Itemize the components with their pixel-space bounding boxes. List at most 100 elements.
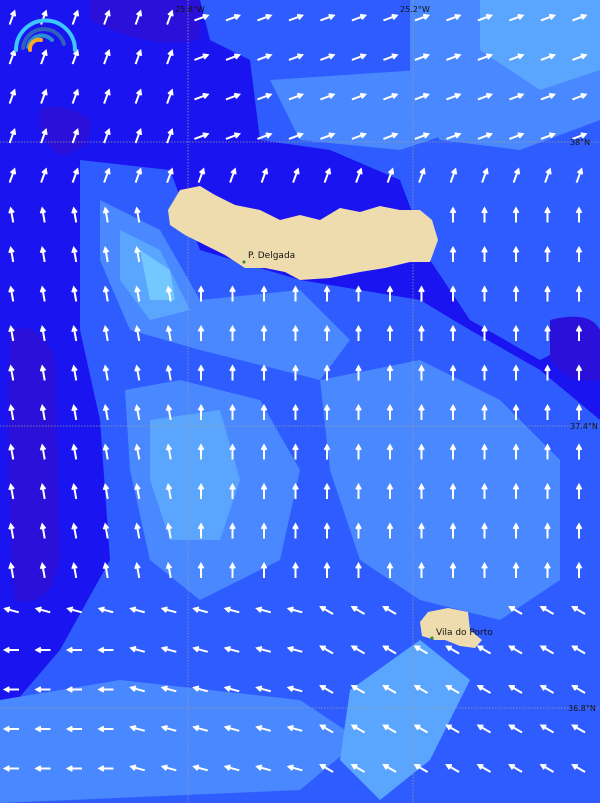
wave-arrow bbox=[129, 606, 146, 614]
wave-arrow bbox=[544, 245, 551, 262]
wave-arrow bbox=[166, 9, 174, 25]
wave-arrow bbox=[508, 605, 523, 615]
wave-arrow bbox=[39, 246, 47, 263]
wave-arrow bbox=[413, 645, 429, 655]
wave-arrow bbox=[65, 725, 82, 733]
wave-arrow bbox=[103, 127, 111, 144]
town-marker bbox=[430, 636, 434, 640]
wave-arrow bbox=[225, 53, 242, 61]
wave-arrow bbox=[255, 606, 272, 614]
wave-arrow bbox=[382, 763, 397, 773]
wave-arrow bbox=[509, 92, 525, 101]
wave-arrow bbox=[134, 88, 143, 104]
wave-arrow bbox=[382, 724, 397, 734]
wave-arrow bbox=[320, 53, 336, 61]
wave-arrow bbox=[229, 522, 236, 539]
wave-arrow bbox=[134, 246, 141, 263]
wave-arrow bbox=[292, 285, 299, 302]
wave-arrow bbox=[539, 645, 555, 655]
wave-arrow bbox=[71, 522, 78, 539]
wave-arrow bbox=[508, 645, 523, 655]
wave-arrow bbox=[539, 724, 555, 734]
wave-arrow bbox=[323, 167, 332, 183]
wave-arrow bbox=[194, 132, 210, 140]
wave-arrow bbox=[539, 605, 555, 615]
wave-arrow bbox=[414, 53, 431, 61]
wave-arrow bbox=[225, 13, 242, 22]
wave-arrow bbox=[102, 285, 110, 302]
wave-arrow bbox=[197, 364, 205, 381]
wave-arrow bbox=[540, 92, 557, 101]
wave-arrow bbox=[512, 206, 520, 223]
wave-arrow bbox=[71, 325, 78, 342]
wave-arrow bbox=[544, 285, 551, 302]
wave-arrow bbox=[8, 404, 15, 421]
wave-arrow bbox=[512, 443, 520, 460]
wave-arrow bbox=[34, 725, 51, 733]
wave-arrow bbox=[539, 763, 555, 773]
wave-arrow bbox=[544, 482, 551, 499]
wave-arrow bbox=[418, 522, 425, 539]
wave-arrow bbox=[257, 53, 273, 61]
wave-arrow bbox=[386, 403, 394, 420]
wave-arrow bbox=[225, 92, 242, 101]
wave-arrow bbox=[355, 285, 362, 302]
wave-arrow bbox=[292, 324, 299, 341]
wave-arrow bbox=[39, 483, 47, 500]
wave-arrow bbox=[319, 605, 334, 615]
wave-arrow bbox=[355, 482, 362, 499]
wave-arrow bbox=[286, 764, 303, 772]
wave-arrow bbox=[508, 684, 523, 694]
wave-arrow bbox=[192, 764, 209, 772]
wave-arrow bbox=[194, 92, 210, 101]
wave-arrow bbox=[414, 132, 431, 140]
wave-arrow bbox=[351, 92, 368, 101]
wave-arrow bbox=[97, 606, 114, 614]
wave-arrow bbox=[382, 684, 397, 694]
wave-arrow bbox=[197, 285, 205, 302]
wave-arrow bbox=[197, 324, 205, 341]
wave-arrow bbox=[481, 482, 488, 499]
wave-arrow bbox=[2, 765, 19, 772]
wave-arrow bbox=[571, 645, 586, 655]
wave-arrow bbox=[386, 324, 394, 341]
wave-arrow bbox=[386, 443, 394, 460]
wave-arrow bbox=[445, 763, 460, 773]
wave-arrow bbox=[477, 13, 494, 22]
wave-arrow bbox=[446, 53, 462, 61]
wave-arrow bbox=[288, 53, 305, 61]
wave-arrow bbox=[539, 684, 555, 694]
wave-arrow bbox=[129, 685, 146, 693]
wave-arrow bbox=[71, 562, 78, 579]
wave-arrow bbox=[575, 522, 583, 539]
wave-arrow bbox=[97, 725, 114, 733]
wave-arrow bbox=[508, 724, 523, 734]
wave-arrow bbox=[260, 522, 268, 539]
wave-arrow bbox=[449, 561, 457, 578]
wave-arrow bbox=[102, 246, 110, 263]
wave-arrow bbox=[292, 482, 299, 499]
wave-arrow bbox=[102, 522, 110, 539]
wave-arrow bbox=[292, 522, 299, 539]
wave-arrow bbox=[418, 403, 425, 420]
wave-arrow bbox=[103, 167, 111, 183]
wave-arrow bbox=[477, 53, 494, 61]
wave-arrow bbox=[223, 606, 240, 614]
wave-arrow bbox=[323, 285, 331, 302]
wave-arrow bbox=[572, 132, 588, 140]
wave-arrow bbox=[134, 48, 143, 65]
wave-arrow bbox=[445, 684, 460, 694]
wave-arrow bbox=[575, 285, 583, 302]
wave-arrow bbox=[165, 522, 173, 539]
wave-arrow bbox=[134, 404, 141, 421]
wave-arrow bbox=[350, 605, 366, 615]
wave-arrow bbox=[355, 403, 362, 420]
wave-arrow bbox=[355, 167, 363, 183]
wave-arrow bbox=[292, 167, 300, 183]
wave-arrow bbox=[260, 167, 269, 183]
wave-arrow bbox=[509, 132, 525, 140]
wave-arrow bbox=[481, 561, 488, 578]
wave-arrow bbox=[260, 364, 268, 381]
wave-arrow bbox=[544, 522, 551, 539]
